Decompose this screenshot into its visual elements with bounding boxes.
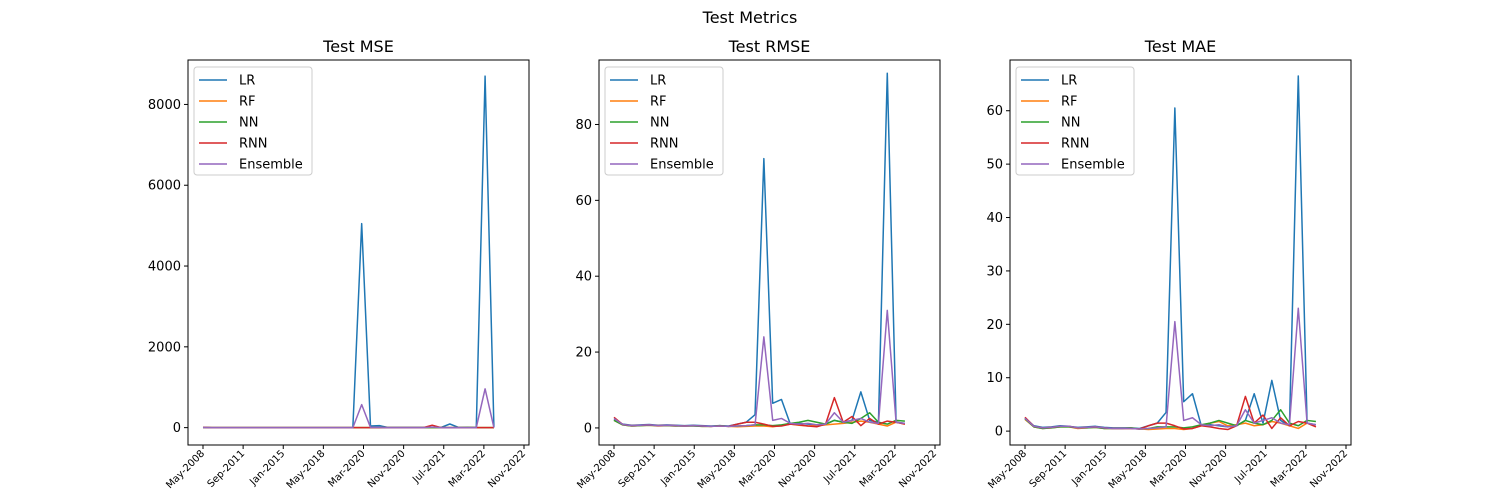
axes-frame xyxy=(187,59,530,446)
y-tick-label: 40 xyxy=(575,270,592,285)
figure-title: Test Metrics xyxy=(702,8,798,27)
legend-label-nn: NN xyxy=(239,116,258,131)
legend-box xyxy=(193,66,313,176)
legend-label-lr: LR xyxy=(1061,74,1077,89)
panel-title: Test RMSE xyxy=(728,37,811,56)
legend: LR RF NN RNN Ensemble xyxy=(193,66,313,176)
y-tick-label: 60 xyxy=(986,104,1003,119)
legend-label-rf: RF xyxy=(650,95,667,110)
legend: LR RF NN RNN Ensemble xyxy=(604,66,724,176)
panel-title: Test MAE xyxy=(1144,37,1216,56)
y-tick-label: 6000 xyxy=(148,179,181,194)
legend-label-rnn: RNN xyxy=(239,137,267,152)
legend-label-nn: NN xyxy=(1061,116,1080,131)
legend-label-rnn: RNN xyxy=(650,137,678,152)
y-tick-label: 4000 xyxy=(148,260,181,275)
y-tick-label: 0 xyxy=(584,421,592,436)
y-tick-label: 2000 xyxy=(148,340,181,355)
y-tick-label: 10 xyxy=(986,371,1003,386)
series-line-ensemble xyxy=(1024,307,1317,430)
legend: LR RF NN RNN Ensemble xyxy=(1015,66,1135,176)
y-tick-label: 0 xyxy=(173,421,181,436)
legend-label-rnn: RNN xyxy=(1061,137,1089,152)
series-line-ensemble xyxy=(613,309,906,428)
y-tick-label: 8000 xyxy=(148,98,181,113)
y-tick-label: 80 xyxy=(575,118,592,133)
legend-box xyxy=(604,66,724,176)
y-tick-label: 0 xyxy=(995,425,1003,440)
legend-label-ensemble: Ensemble xyxy=(650,158,714,173)
y-tick-label: 50 xyxy=(986,158,1003,173)
y-tick-label: 30 xyxy=(986,264,1003,279)
legend-label-ensemble: Ensemble xyxy=(1061,158,1125,173)
y-tick-label: 40 xyxy=(986,211,1003,226)
legend-label-nn: NN xyxy=(650,116,669,131)
legend-label-lr: LR xyxy=(650,74,666,89)
panel-title: Test MSE xyxy=(322,37,394,56)
y-tick-label: 20 xyxy=(986,318,1003,333)
legend-label-rf: RF xyxy=(1061,95,1078,110)
legend-label-lr: LR xyxy=(239,74,255,89)
axes-frame xyxy=(1009,59,1352,446)
y-tick-label: 20 xyxy=(575,346,592,361)
legend-label-rf: RF xyxy=(239,95,256,110)
axes-frame xyxy=(598,59,941,446)
legend-label-ensemble: Ensemble xyxy=(239,158,303,173)
series-line-ensemble xyxy=(202,388,495,429)
y-tick-label: 60 xyxy=(575,194,592,209)
legend-box xyxy=(1015,66,1135,176)
